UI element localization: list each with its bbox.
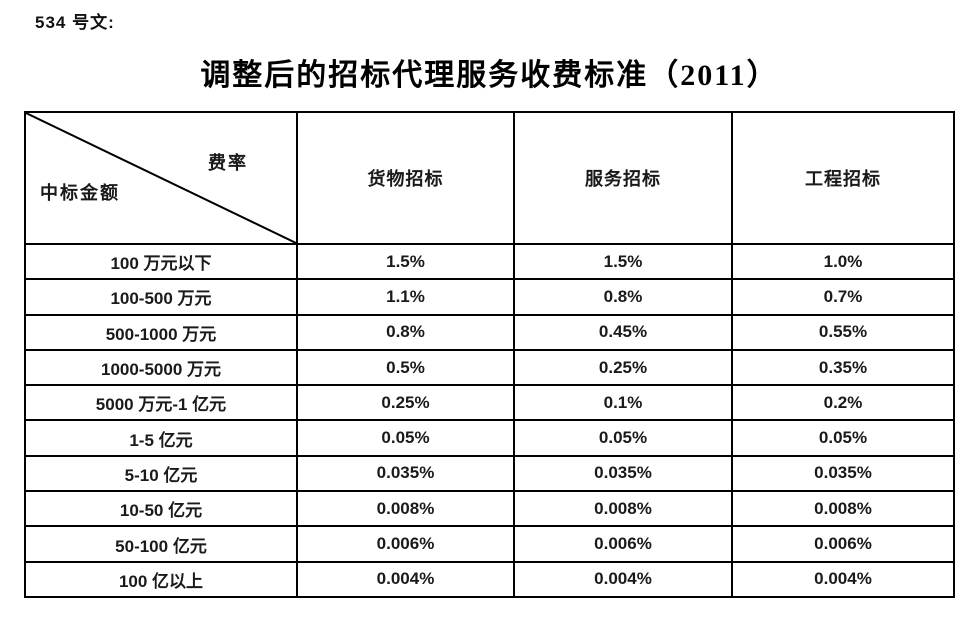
rate-cell-goods: 1.1% <box>296 278 515 316</box>
column-header-engineering-tender: 工程招标 <box>731 111 955 245</box>
table-row: 50-100 亿元 0.006% 0.006% 0.006% <box>24 525 955 563</box>
amount-range-cell: 1-5 亿元 <box>24 419 298 457</box>
table-row: 1-5 亿元 0.05% 0.05% 0.05% <box>24 419 955 457</box>
rate-cell-service: 1.5% <box>513 242 733 281</box>
rate-cell-goods: 0.25% <box>296 384 515 422</box>
table-row: 10-50 亿元 0.008% 0.008% 0.008% <box>24 490 955 528</box>
table-row: 100 万元以下 1.5% 1.5% 1.0% <box>24 242 955 281</box>
fee-table: 费率 中标金额 货物招标 服务招标 工程招标 100 万元以下 1.5% 1.5… <box>24 111 955 599</box>
rate-cell-goods: 0.004% <box>296 560 515 599</box>
rate-cell-engineering: 0.006% <box>731 525 955 563</box>
amount-range-cell: 10-50 亿元 <box>24 490 298 528</box>
rate-cell-engineering: 1.0% <box>731 242 955 281</box>
rate-cell-service: 0.035% <box>513 454 733 493</box>
rate-cell-service: 0.004% <box>513 560 733 599</box>
column-header-service-tender: 服务招标 <box>513 111 733 245</box>
amount-range-cell: 50-100 亿元 <box>24 525 298 563</box>
amount-range-cell: 100 万元以下 <box>24 242 298 281</box>
table-row: 5000 万元-1 亿元 0.25% 0.1% 0.2% <box>24 384 955 422</box>
rate-cell-engineering: 0.035% <box>731 454 955 493</box>
rate-cell-goods: 0.006% <box>296 525 515 563</box>
amount-range-cell: 500-1000 万元 <box>24 313 298 351</box>
rate-cell-goods: 0.05% <box>296 419 515 457</box>
rate-cell-engineering: 0.008% <box>731 490 955 528</box>
corner-label-rate: 费率 <box>208 153 248 173</box>
rate-cell-goods: 0.008% <box>296 490 515 528</box>
rate-cell-engineering: 0.55% <box>731 313 955 351</box>
amount-range-cell: 1000-5000 万元 <box>24 348 298 387</box>
table-row: 500-1000 万元 0.8% 0.45% 0.55% <box>24 313 955 351</box>
doc-number-label: 534 号文: <box>35 13 115 32</box>
rate-cell-engineering: 0.7% <box>731 278 955 316</box>
rate-cell-service: 0.1% <box>513 384 733 422</box>
rate-cell-service: 0.008% <box>513 490 733 528</box>
rate-cell-goods: 0.5% <box>296 348 515 387</box>
rate-cell-goods: 1.5% <box>296 242 515 281</box>
rate-cell-engineering: 0.2% <box>731 384 955 422</box>
rate-cell-engineering: 0.05% <box>731 419 955 457</box>
rate-cell-service: 0.006% <box>513 525 733 563</box>
amount-range-cell: 100 亿以上 <box>24 560 298 599</box>
rate-cell-service: 0.45% <box>513 313 733 351</box>
amount-range-cell: 5000 万元-1 亿元 <box>24 384 298 422</box>
diagonal-divider-line <box>26 113 296 243</box>
table-row: 5-10 亿元 0.035% 0.035% 0.035% <box>24 454 955 493</box>
table-row: 100-500 万元 1.1% 0.8% 0.7% <box>24 278 955 316</box>
page-title: 调整后的招标代理服务收费标准（2011） <box>200 59 779 92</box>
rate-cell-service: 0.8% <box>513 278 733 316</box>
rate-cell-goods: 0.035% <box>296 454 515 493</box>
rate-cell-service: 0.05% <box>513 419 733 457</box>
column-header-goods-tender: 货物招标 <box>296 111 515 245</box>
diagonal-header-cell: 费率 中标金额 <box>24 111 298 245</box>
table-header-row: 费率 中标金额 货物招标 服务招标 工程招标 <box>24 111 955 245</box>
rate-cell-goods: 0.8% <box>296 313 515 351</box>
table-row: 100 亿以上 0.004% 0.004% 0.004% <box>24 560 955 599</box>
table-row: 1000-5000 万元 0.5% 0.25% 0.35% <box>24 348 955 387</box>
amount-range-cell: 5-10 亿元 <box>24 454 298 493</box>
amount-range-cell: 100-500 万元 <box>24 278 298 316</box>
rate-cell-engineering: 0.004% <box>731 560 955 599</box>
corner-label-amount: 中标金额 <box>40 183 120 203</box>
rate-cell-service: 0.25% <box>513 348 733 387</box>
rate-cell-engineering: 0.35% <box>731 348 955 387</box>
